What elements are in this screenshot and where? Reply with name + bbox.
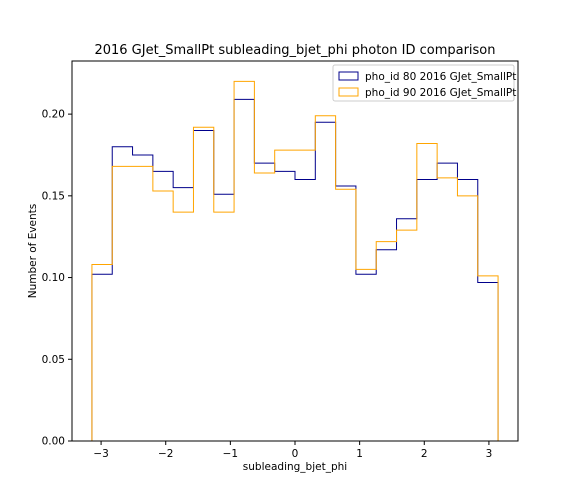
chart-title: 2016 GJet_SmallPt subleading_bjet_phi ph…	[94, 43, 495, 58]
x-tick-label: 3	[486, 448, 493, 460]
axes: −3 −2 −1 0 1 2 3 0.00 0.05 0.10 0.15 0.20	[42, 109, 493, 460]
x-tick-label: 2	[421, 448, 428, 460]
legend-label: pho_id 80 2016 GJet_SmallPt	[365, 71, 516, 83]
plot-area	[91, 80, 499, 441]
y-tick-label: 0.10	[42, 272, 65, 284]
y-tick-label: 0.05	[42, 354, 65, 366]
legend: pho_id 80 2016 GJet_SmallPt pho_id 90 201…	[332, 64, 516, 102]
plot-frame	[71, 60, 519, 442]
legend-swatch	[338, 71, 359, 81]
x-tick-label: 0	[292, 448, 299, 460]
y-tick-label: 0.15	[42, 190, 65, 202]
legend-swatch	[338, 87, 359, 97]
legend-box	[332, 64, 515, 102]
y-axis-label: Number of Events	[27, 204, 39, 299]
x-tick-label: −3	[93, 448, 108, 460]
x-tick-label: −1	[223, 448, 238, 460]
x-axis-label: subleading_bjet_phi	[243, 461, 347, 473]
histogram-series-2	[91, 80, 499, 441]
x-tick-label: −2	[158, 448, 173, 460]
y-tick-label: 0.20	[42, 109, 65, 121]
y-tick-label: 0.00	[42, 436, 65, 448]
legend-label: pho_id 90 2016 GJet_SmallPt	[365, 87, 516, 99]
x-tick-label: 1	[356, 448, 363, 460]
